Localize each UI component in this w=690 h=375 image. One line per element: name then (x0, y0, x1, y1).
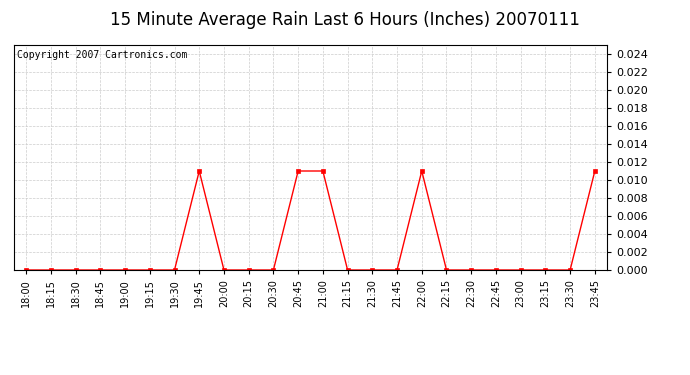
Text: Copyright 2007 Cartronics.com: Copyright 2007 Cartronics.com (17, 50, 187, 60)
Text: 15 Minute Average Rain Last 6 Hours (Inches) 20070111: 15 Minute Average Rain Last 6 Hours (Inc… (110, 11, 580, 29)
